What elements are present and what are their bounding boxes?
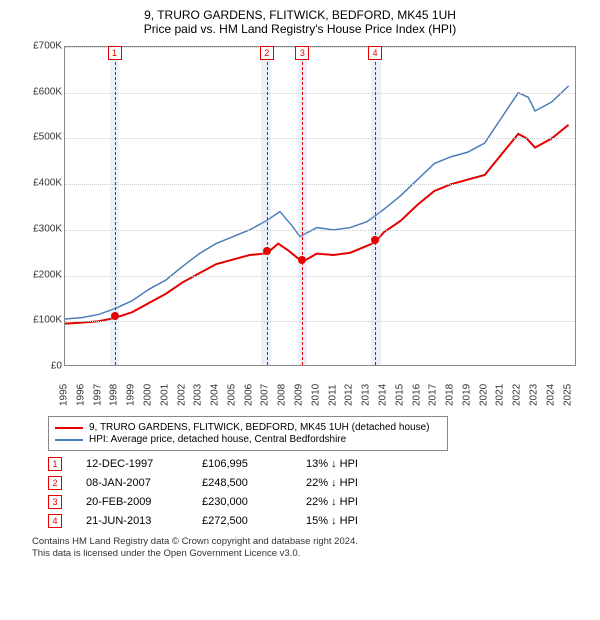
sales-row-price: £106,995 xyxy=(202,458,282,470)
sales-row-price: £230,000 xyxy=(202,496,282,508)
x-axis-label: 2016 xyxy=(411,372,422,406)
y-axis-label: £200K xyxy=(12,269,62,280)
event-marker-label: 4 xyxy=(368,46,382,60)
sales-row-index: 2 xyxy=(48,476,62,490)
x-axis-label: 2000 xyxy=(142,372,153,406)
chart-svg xyxy=(65,47,577,367)
x-axis-label: 2015 xyxy=(394,372,405,406)
y-axis-label: £400K xyxy=(12,178,62,189)
x-axis-label: 2021 xyxy=(495,372,506,406)
y-axis-label: £0 xyxy=(12,361,62,372)
x-axis-label: 2002 xyxy=(176,372,187,406)
sales-row: 1 12-DEC-1997 £106,995 13% ↓ HPI xyxy=(48,457,588,471)
sales-row-date: 08-JAN-2007 xyxy=(86,477,178,489)
sales-row-date: 20-FEB-2009 xyxy=(86,496,178,508)
x-axis-label: 2024 xyxy=(545,372,556,406)
footer-line-1: Contains HM Land Registry data © Crown c… xyxy=(32,536,588,548)
sales-row: 4 21-JUN-2013 £272,500 15% ↓ HPI xyxy=(48,514,588,528)
sales-row: 3 20-FEB-2009 £230,000 22% ↓ HPI xyxy=(48,495,588,509)
sales-row-index: 1 xyxy=(48,457,62,471)
series-line xyxy=(65,125,569,324)
y-axis-label: £600K xyxy=(12,86,62,97)
legend-label: HPI: Average price, detached house, Cent… xyxy=(89,434,346,445)
y-axis-label: £500K xyxy=(12,132,62,143)
sales-row-index: 3 xyxy=(48,495,62,509)
x-axis-label: 2003 xyxy=(193,372,204,406)
x-axis-label: 2014 xyxy=(377,372,388,406)
legend-row: 9, TRURO GARDENS, FLITWICK, BEDFORD, MK4… xyxy=(55,422,441,433)
x-axis-label: 1995 xyxy=(59,372,70,406)
sale-point-marker xyxy=(263,247,271,255)
plot-area: 1 2 3 4 xyxy=(64,46,576,366)
x-axis-label: 2001 xyxy=(159,372,170,406)
sales-row-price: £248,500 xyxy=(202,477,282,489)
event-vline xyxy=(267,47,268,365)
sales-row-delta: 22% ↓ HPI xyxy=(306,496,358,508)
x-axis-label: 2006 xyxy=(243,372,254,406)
x-axis-label: 2005 xyxy=(226,372,237,406)
sales-row-price: £272,500 xyxy=(202,515,282,527)
x-axis-label: 2011 xyxy=(327,372,338,406)
event-marker-label: 3 xyxy=(295,46,309,60)
sales-row-index: 4 xyxy=(48,514,62,528)
footer-line-2: This data is licensed under the Open Gov… xyxy=(32,548,588,560)
sales-row-delta: 22% ↓ HPI xyxy=(306,477,358,489)
x-axis-label: 2009 xyxy=(294,372,305,406)
x-axis-label: 2008 xyxy=(277,372,288,406)
x-axis-label: 2012 xyxy=(344,372,355,406)
x-axis-label: 2019 xyxy=(461,372,472,406)
legend-swatch xyxy=(55,427,83,429)
sales-table: 1 12-DEC-1997 £106,995 13% ↓ HPI 2 08-JAN-200… xyxy=(48,457,588,528)
y-axis-label: £100K xyxy=(12,315,62,326)
sale-point-marker xyxy=(298,256,306,264)
sales-row: 2 08-JAN-2007 £248,500 22% ↓ HPI xyxy=(48,476,588,490)
x-axis-label: 1999 xyxy=(126,372,137,406)
x-axis-label: 1996 xyxy=(75,372,86,406)
x-axis-label: 2013 xyxy=(361,372,372,406)
sales-row-date: 12-DEC-1997 xyxy=(86,458,178,470)
chart-area: £0 £100K £200K £300K £400K £500K £600K £700K 1 2… xyxy=(12,42,588,412)
x-axis-label: 2025 xyxy=(562,372,573,406)
sales-row-delta: 13% ↓ HPI xyxy=(306,458,358,470)
x-axis-label: 1998 xyxy=(109,372,120,406)
sale-point-marker xyxy=(111,312,119,320)
x-axis-label: 2010 xyxy=(310,372,321,406)
x-axis-label: 2018 xyxy=(445,372,456,406)
event-marker-label: 2 xyxy=(260,46,274,60)
sale-point-marker xyxy=(371,236,379,244)
legend-row: HPI: Average price, detached house, Cent… xyxy=(55,434,441,445)
legend-swatch xyxy=(55,439,83,441)
footer-attribution: Contains HM Land Registry data © Crown c… xyxy=(32,536,588,561)
event-vline xyxy=(302,47,303,365)
x-axis-label: 2022 xyxy=(512,372,523,406)
page-root: 9, TRURO GARDENS, FLITWICK, BEDFORD, MK4… xyxy=(0,0,600,620)
legend-label: 9, TRURO GARDENS, FLITWICK, BEDFORD, MK4… xyxy=(89,422,429,433)
event-vline xyxy=(375,47,376,365)
x-axis-label: 2020 xyxy=(478,372,489,406)
legend-box: 9, TRURO GARDENS, FLITWICK, BEDFORD, MK4… xyxy=(48,416,448,451)
x-axis-label: 1997 xyxy=(92,372,103,406)
chart-subtitle: Price paid vs. HM Land Registry's House … xyxy=(12,22,588,36)
y-axis-label: £700K xyxy=(12,41,62,52)
x-axis-label: 2017 xyxy=(428,372,439,406)
x-axis-label: 2004 xyxy=(210,372,221,406)
event-marker-label: 1 xyxy=(108,46,122,60)
x-axis-label: 2023 xyxy=(529,372,540,406)
sales-row-delta: 15% ↓ HPI xyxy=(306,515,358,527)
sales-row-date: 21-JUN-2013 xyxy=(86,515,178,527)
x-axis-label: 2007 xyxy=(260,372,271,406)
chart-title: 9, TRURO GARDENS, FLITWICK, BEDFORD, MK4… xyxy=(12,8,588,22)
y-axis-label: £300K xyxy=(12,223,62,234)
series-line xyxy=(65,86,569,319)
